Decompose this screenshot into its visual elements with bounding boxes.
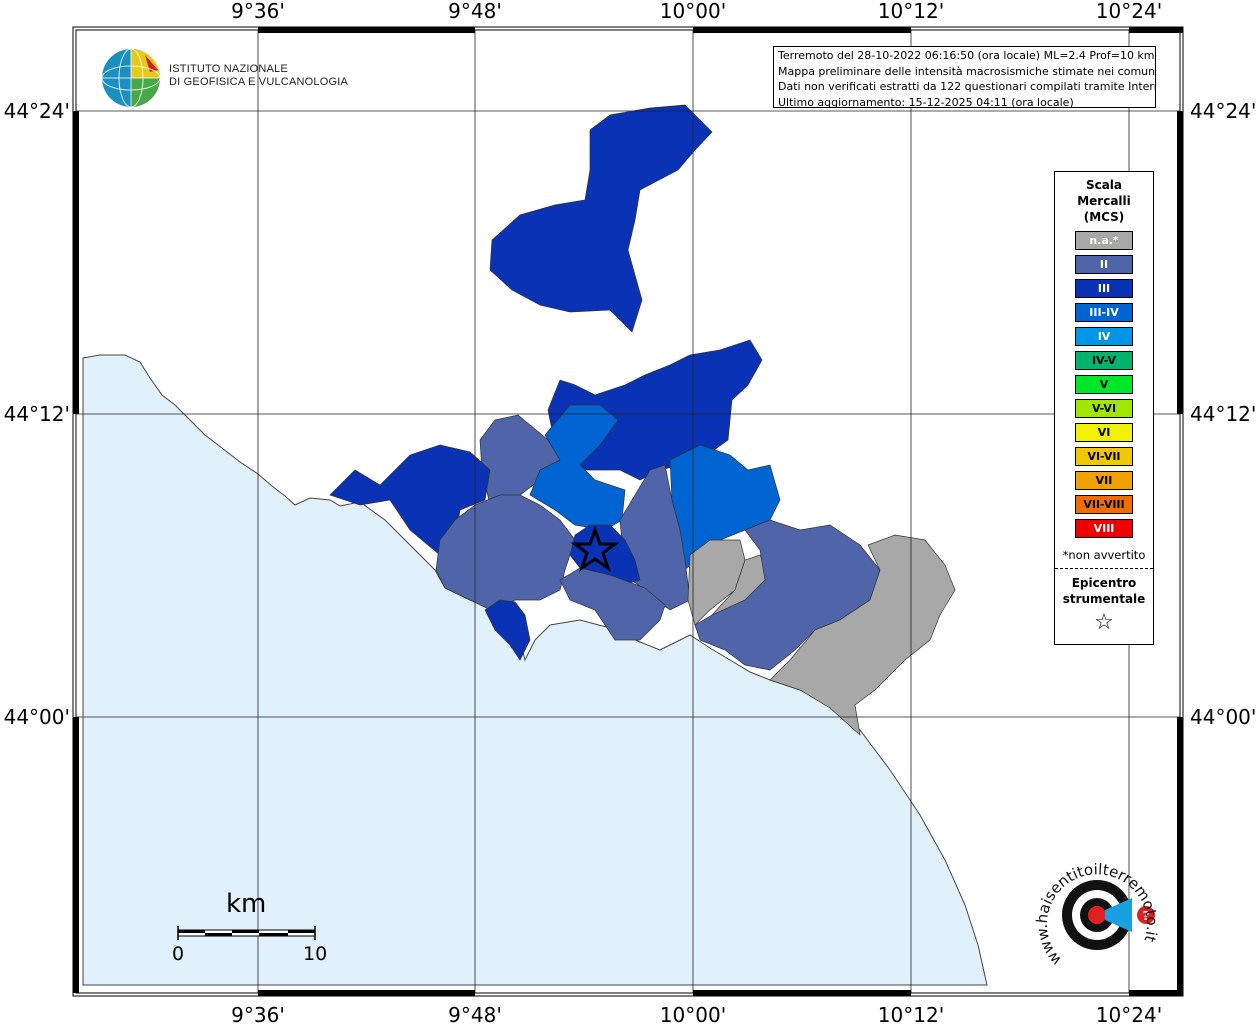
epicenter-star-icon xyxy=(570,525,620,572)
legend-swatch: II xyxy=(1075,255,1133,274)
legend-swatch: IV-V xyxy=(1075,351,1133,370)
info-line3: Dati non verificati estratti da 122 ques… xyxy=(778,80,1156,93)
lat-label-left-1: 44°24' xyxy=(4,99,70,123)
lon-label-top-2: 9°48' xyxy=(448,0,502,23)
legend-title-line3: (MCS) xyxy=(1083,210,1125,224)
comune-na-east xyxy=(769,534,956,736)
map-outer-frame xyxy=(72,26,1184,997)
lat-label-right-1: 44°24' xyxy=(1190,99,1256,123)
legend-star-icon: ☆ xyxy=(1094,610,1114,635)
ingv-logo-icon xyxy=(101,48,161,108)
legend-swatch: VIII xyxy=(1075,519,1133,538)
haisentito-logo-icon: ? www.haisentitoilterremoto.it xyxy=(1033,860,1161,969)
legend-items: n.a.* II III III-IV IV IV-V V V-VI VI VI-VII VII VI… xyxy=(1055,231,1153,538)
lon-label-top-5: 10°24' xyxy=(1096,0,1162,23)
legend-epicenter-line2: strumentale xyxy=(1062,592,1146,606)
legend-swatch: VI xyxy=(1075,423,1133,442)
comune-iii-iv-center xyxy=(529,404,626,531)
lon-label-bottom-2: 9°48' xyxy=(448,1003,502,1024)
comune-ii-east xyxy=(694,519,881,671)
legend-epicenter-title: Epicentro strumentale xyxy=(1055,575,1153,607)
scale-unit: km xyxy=(226,889,267,919)
comune-north xyxy=(489,104,713,333)
lon-label-top-3: 10°00' xyxy=(660,0,726,23)
institute-name: ISTITUTO NAZIONALE DI GEOFISICA E VULCAN… xyxy=(169,63,348,89)
intensity-legend: Scala Mercalli (MCS) n.a.* II III III-IV IV I… xyxy=(1054,171,1154,645)
lat-label-left-3: 44°00' xyxy=(4,705,70,729)
info-line2: Mappa preliminare delle intensità macros… xyxy=(778,64,1156,78)
lat-label-right-3: 44°00' xyxy=(1190,705,1256,729)
legend-swatch: VII-VIII xyxy=(1075,495,1133,514)
info-line4: Ultimo aggiornamento: 15-12-2025 04:11 (… xyxy=(778,95,1074,108)
lon-label-bottom-1: 9°36' xyxy=(231,1003,285,1024)
legend-swatch: III-IV xyxy=(1075,303,1133,322)
legend-na-note: *non avvertito xyxy=(1062,548,1146,562)
event-info-box: Terremoto del 28-10-2022 06:16:50 (ora l… xyxy=(773,46,1156,108)
legend-swatch: III xyxy=(1075,279,1133,298)
legend-swatch: IV xyxy=(1075,327,1133,346)
legend-epicenter-line1: Epicentro xyxy=(1071,576,1137,590)
legend-divider xyxy=(1055,568,1153,569)
comune-ii-south xyxy=(559,567,666,641)
legend-title-line1: Scala xyxy=(1085,178,1123,192)
comune-iii-north-center xyxy=(547,339,763,481)
comune-iii-coast xyxy=(484,599,531,661)
legend-swatch: VII xyxy=(1075,471,1133,490)
scale-max-label: 10 xyxy=(303,943,328,965)
lon-label-top-1: 9°36' xyxy=(231,0,285,23)
lon-label-bottom-3: 10°00' xyxy=(660,1003,726,1024)
comune-ii-south-west xyxy=(435,494,576,613)
lon-label-top-4: 10°12' xyxy=(878,0,944,23)
lon-label-bottom-4: 10°12' xyxy=(878,1003,944,1024)
scale-bar xyxy=(177,926,316,940)
legend-title-line2: Mercalli xyxy=(1077,194,1131,208)
legend-swatch: VI-VII xyxy=(1075,447,1133,466)
svg-text:?: ? xyxy=(1143,909,1150,923)
map-frame xyxy=(75,29,1181,994)
lat-label-right-2: 44°12' xyxy=(1190,402,1256,426)
info-line1: Terremoto del 28-10-2022 06:16:50 (ora l… xyxy=(778,49,1155,62)
lon-label-bottom-5: 10°24' xyxy=(1096,1003,1162,1024)
legend-swatch: n.a.* xyxy=(1075,231,1133,250)
legend-swatch: V xyxy=(1075,375,1133,394)
legend-title: Scala Mercalli (MCS) xyxy=(1055,177,1153,225)
legend-swatch: V-VI xyxy=(1075,399,1133,418)
scale-min-label: 0 xyxy=(172,943,185,965)
frame-ticks xyxy=(73,27,1183,996)
lat-label-left-2: 44°12' xyxy=(4,402,70,426)
institute-line2: DI GEOFISICA E VULCANOLOGIA xyxy=(169,76,348,88)
institute-line1: ISTITUTO NAZIONALE xyxy=(169,63,288,75)
